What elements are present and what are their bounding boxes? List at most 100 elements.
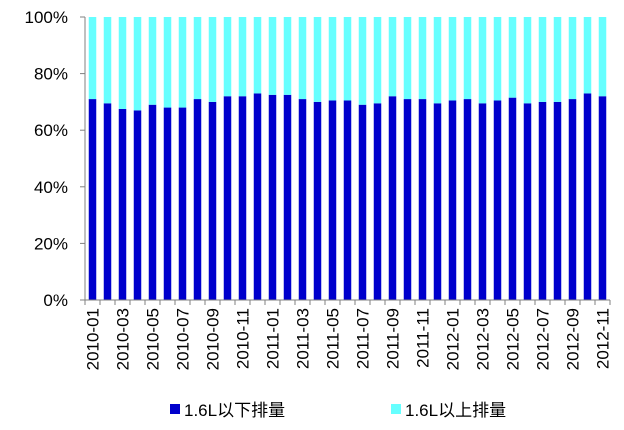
bar-below-1-6l-2010-07 [178, 107, 187, 300]
bar-above-1-6l-2010-09 [208, 17, 217, 102]
x-tick-label: 2011-05 [324, 308, 343, 369]
y-tick-label: 20% [34, 234, 68, 253]
bar-below-1-6l-2011-01 [268, 94, 277, 300]
bar-above-1-6l-2012-04 [493, 17, 502, 101]
x-tick-label: 2010-01 [84, 308, 103, 370]
bar-above-1-6l-2012-07 [538, 17, 547, 102]
bar-below-1-6l-2011-10 [403, 99, 412, 300]
x-tick-label: 2012-09 [564, 308, 583, 370]
bar-above-1-6l-2011-04 [313, 17, 322, 102]
bar-above-1-6l-2010-04 [133, 17, 142, 111]
y-tick-label: 60% [34, 121, 68, 140]
bar-below-1-6l-2012-07 [538, 101, 547, 301]
bar-above-1-6l-2011-01 [268, 17, 277, 95]
bar-below-1-6l-2012-06 [523, 103, 532, 300]
bar-above-1-6l-2010-03 [118, 17, 127, 109]
x-tick-label: 2010-11 [234, 308, 253, 369]
bar-above-1-6l-2010-11 [238, 17, 247, 97]
legend-item-series-1: 1.6L以下排量 [170, 396, 285, 421]
bar-below-1-6l-2010-09 [208, 101, 217, 301]
bar-below-1-6l-2011-11 [418, 99, 427, 300]
bar-above-1-6l-2011-02 [283, 17, 292, 95]
bar-above-1-6l-2012-06 [523, 17, 532, 104]
x-tick-label: 2010-09 [204, 308, 223, 370]
bar-above-1-6l-2010-05 [148, 17, 157, 105]
x-tick-label: 2010-07 [174, 308, 193, 370]
bar-below-1-6l-2011-12 [433, 103, 442, 300]
bar-below-1-6l-2012-05 [508, 97, 517, 300]
x-tick-label: 2011-03 [294, 308, 313, 369]
bar-below-1-6l-2011-02 [283, 94, 292, 300]
x-tick-label: 2012-11 [594, 308, 613, 369]
bar-above-1-6l-2010-01 [88, 17, 97, 100]
legend-label-series-1: 1.6L以下排量 [184, 401, 286, 420]
bar-below-1-6l-2012-04 [493, 100, 502, 300]
y-tick-label: 100% [25, 8, 68, 27]
x-tick-label: 2011-07 [354, 308, 373, 369]
bar-above-1-6l-2012-09 [568, 17, 577, 100]
bar-above-1-6l-2011-09 [388, 17, 397, 97]
bar-below-1-6l-2011-06 [343, 100, 352, 300]
bar-below-1-6l-2010-10 [223, 96, 232, 301]
bar-above-1-6l-2010-07 [178, 17, 187, 108]
bar-below-1-6l-2012-03 [478, 103, 487, 300]
legend: 1.6L以下排量 1.6L以上排量 [0, 396, 624, 426]
bar-above-1-6l-2011-06 [343, 17, 352, 101]
bar-above-1-6l-2011-12 [433, 17, 442, 104]
x-tick-label: 2012-01 [444, 308, 463, 370]
x-tick-label: 2012-03 [474, 308, 493, 370]
bar-above-1-6l-2012-03 [478, 17, 487, 104]
bar-below-1-6l-2010-12 [253, 93, 262, 300]
legend-swatch-series-1 [170, 403, 180, 414]
x-tick-label: 2012-05 [504, 308, 523, 370]
x-axis: 2010-01 2010-03 2010-05 2010-07 2010-09 2010-… [84, 299, 613, 370]
bar-below-1-6l-2010-02 [103, 103, 112, 300]
bar-above-1-6l-2010-12 [253, 17, 262, 94]
bar-above-1-6l-2010-06 [163, 17, 172, 108]
bar-below-1-6l-2012-10 [583, 93, 592, 300]
bar-below-1-6l-2011-04 [313, 101, 322, 301]
bar-below-1-6l-2011-08 [373, 103, 382, 300]
y-tick-label: 0% [43, 291, 68, 310]
bar-below-1-6l-2012-08 [553, 101, 562, 301]
x-tick-label: 2012-07 [534, 308, 553, 370]
bar-above-1-6l-2010-02 [103, 17, 112, 104]
bar-below-1-6l-2010-04 [133, 110, 142, 300]
bar-above-1-6l-2011-03 [298, 17, 307, 100]
bar-above-1-6l-2012-02 [463, 17, 472, 100]
bar-above-1-6l-2012-11 [598, 17, 607, 97]
bar-above-1-6l-2011-08 [373, 17, 382, 104]
x-tick-label: 2011-09 [384, 308, 403, 369]
bar-below-1-6l-2011-03 [298, 99, 307, 300]
bar-below-1-6l-2010-03 [118, 108, 127, 300]
bar-below-1-6l-2012-09 [568, 99, 577, 300]
bar-below-1-6l-2010-11 [238, 96, 247, 301]
x-tick-label: 2011-11 [414, 308, 433, 368]
bar-below-1-6l-2011-05 [328, 100, 337, 300]
bar-above-1-6l-2010-08 [193, 17, 202, 100]
bar-below-1-6l-2010-06 [163, 107, 172, 300]
bar-above-1-6l-2010-10 [223, 17, 232, 97]
bars [88, 17, 607, 301]
bar-above-1-6l-2012-10 [583, 17, 592, 94]
legend-item-series-2: 1.6L以上排量 [391, 396, 506, 421]
bar-above-1-6l-2011-11 [418, 17, 427, 100]
bar-below-1-6l-2012-02 [463, 99, 472, 300]
bar-above-1-6l-2012-01 [448, 17, 457, 101]
y-axis: 0% 20% 40% 60% 80% 100% [25, 8, 86, 310]
legend-label-series-2: 1.6L以上排量 [405, 401, 507, 420]
bar-below-1-6l-2010-08 [193, 99, 202, 300]
x-tick-label: 2011-01 [264, 308, 283, 369]
bar-above-1-6l-2012-08 [553, 17, 562, 102]
bar-below-1-6l-2012-11 [598, 96, 607, 301]
bar-above-1-6l-2011-05 [328, 17, 337, 101]
bar-below-1-6l-2012-01 [448, 100, 457, 300]
x-tick-label: 2010-03 [114, 308, 133, 370]
bar-above-1-6l-2012-05 [508, 17, 517, 98]
bar-above-1-6l-2011-10 [403, 17, 412, 100]
bar-below-1-6l-2011-07 [358, 104, 367, 300]
y-tick-label: 80% [34, 65, 68, 84]
bar-below-1-6l-2010-01 [88, 99, 97, 300]
y-tick-label: 40% [34, 178, 68, 197]
